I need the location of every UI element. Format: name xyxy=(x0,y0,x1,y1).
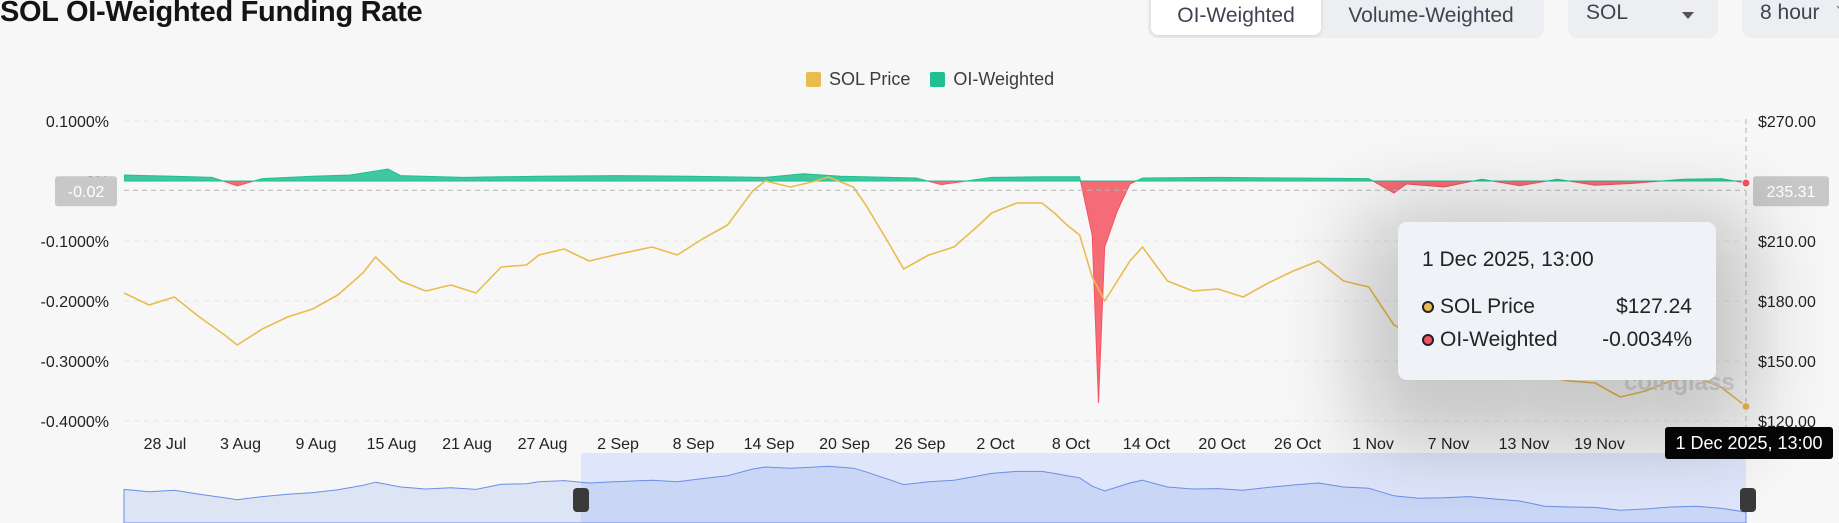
x-tick-label: 21 Aug xyxy=(442,436,492,453)
legend-label-sol-price: SOL Price xyxy=(829,69,911,89)
crosshair-right-value: 235.31 xyxy=(1767,184,1816,201)
tooltip-date: 1 Dec 2025, 13:00 xyxy=(1422,248,1594,271)
funding-area-negative xyxy=(124,181,1746,404)
navigator-handle-left[interactable] xyxy=(573,488,589,512)
symbol-select-value: SOL xyxy=(1586,1,1629,24)
handle-grip xyxy=(1740,488,1756,512)
handle-grip xyxy=(573,488,589,512)
sort-caret-icon: ⌃⌄ xyxy=(1834,0,1839,11)
legend-swatch-oi xyxy=(930,72,946,87)
crosshair-right-badge xyxy=(1753,176,1829,207)
legend-label-oi-weighted: OI-Weighted xyxy=(953,69,1055,89)
chart-legend: SOL Price OI-Weighted xyxy=(806,69,1074,90)
navigator-window xyxy=(581,453,1746,523)
tooltip-dot-price xyxy=(1422,300,1434,313)
y-right-tick-label: $150.00 xyxy=(1758,354,1816,371)
interval-select-value: 8 hour xyxy=(1760,1,1820,24)
tooltip-value-oi: -0.0034% xyxy=(1602,327,1692,351)
crosshair-left-badge xyxy=(55,176,117,207)
tooltip-name-oi: OI-Weighted xyxy=(1440,327,1558,351)
chevron-down-icon xyxy=(1682,12,1694,19)
x-tick-label: 15 Aug xyxy=(367,436,417,453)
y-right-tick-label: $270.00 xyxy=(1758,114,1816,131)
tooltip-row-price: SOL Price $127.24 xyxy=(1422,290,1692,323)
tooltip-dot-oi xyxy=(1422,333,1434,346)
navigator-handle-right[interactable] xyxy=(1740,488,1756,512)
x-tick-label: 26 Sep xyxy=(895,436,946,453)
x-tick-label: 20 Sep xyxy=(819,436,870,453)
tooltip-value-price: $127.24 xyxy=(1616,294,1692,318)
interval-select[interactable]: 8 hour ⌃⌄ xyxy=(1742,0,1839,38)
x-tick-label: 20 Oct xyxy=(1198,436,1246,453)
x-tick-label: 27 Aug xyxy=(518,436,568,453)
price-marker xyxy=(1741,402,1751,412)
funding-area-positive xyxy=(124,168,1746,181)
x-tick-label: 28 Jul xyxy=(144,436,187,453)
x-tick-label: 2 Sep xyxy=(597,436,639,453)
x-tick-label: 7 Nov xyxy=(1428,436,1470,453)
crosshair-x-label: 1 Dec 2025, 13:00 xyxy=(1665,427,1833,459)
y-right-tick-label: $180.00 xyxy=(1758,294,1816,311)
x-tick-label: 3 Aug xyxy=(220,436,261,453)
y-left-tick-label: -0.4000% xyxy=(41,414,110,431)
tooltip-name-price: SOL Price xyxy=(1440,294,1535,318)
y-left-tick-label: 0.1000% xyxy=(46,114,109,131)
crosshair-left-value: -0.02 xyxy=(68,184,105,201)
tab-volume-weighted[interactable]: Volume-Weighted xyxy=(1348,4,1514,27)
legend-item-sol-price[interactable]: SOL Price xyxy=(806,69,910,90)
y-left-tick-label: -0.3000% xyxy=(41,354,110,371)
x-tick-label: 1 Nov xyxy=(1352,436,1394,453)
y-left-tick-label: -0.2000% xyxy=(41,294,110,311)
legend-item-oi-weighted[interactable]: OI-Weighted xyxy=(930,69,1054,90)
x-tick-label: 8 Sep xyxy=(673,436,715,453)
navigator-series xyxy=(123,465,1747,523)
x-tick-label: 9 Aug xyxy=(296,436,337,453)
chart-tooltip: 1 Dec 2025, 13:00 SOL Price $127.24 OI-W… xyxy=(1398,222,1716,380)
y-left-tick-label: -0.1000% xyxy=(41,234,110,251)
y-right-tick-label: $210.00 xyxy=(1758,234,1816,251)
x-tick-label: 14 Sep xyxy=(744,436,795,453)
weighting-toggle: OI-Weighted Volume-Weighted xyxy=(1148,0,1544,38)
funding-marker xyxy=(1741,178,1751,188)
x-tick-label: 19 Nov xyxy=(1574,436,1625,453)
x-tick-label: 14 Oct xyxy=(1123,436,1171,453)
symbol-select[interactable]: SOL xyxy=(1568,0,1718,38)
x-tick-label: 2 Oct xyxy=(976,436,1015,453)
legend-swatch-price xyxy=(806,72,821,87)
x-tick-label: 8 Oct xyxy=(1052,436,1091,453)
tooltip-row-oi: OI-Weighted -0.0034% xyxy=(1422,323,1692,356)
y-right-tick-label: $120.00 xyxy=(1758,414,1816,431)
tab-oi-weighted[interactable]: OI-Weighted xyxy=(1151,0,1321,35)
page-title: SOL OI-Weighted Funding Rate xyxy=(0,0,423,28)
x-tick-label: 13 Nov xyxy=(1499,436,1550,453)
x-tick-label: 26 Oct xyxy=(1274,436,1322,453)
